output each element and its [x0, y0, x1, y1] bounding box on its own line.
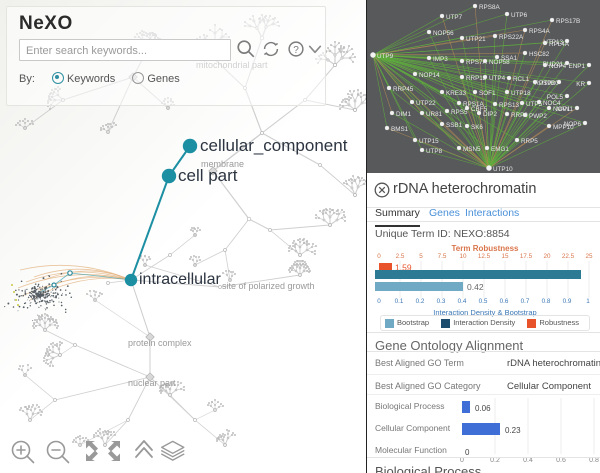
svg-text:NOP14: NOP14 — [419, 72, 440, 79]
svg-text:MSN5: MSN5 — [463, 146, 481, 153]
svg-text:17.5: 17.5 — [520, 253, 533, 260]
svg-text:BMS1: BMS1 — [391, 126, 409, 133]
svg-text:SOF1: SOF1 — [479, 90, 496, 97]
svg-text:UTP4: UTP4 — [489, 75, 506, 82]
svg-text:UTP9: UTP9 — [377, 53, 394, 60]
svg-text:KR: KR — [576, 81, 585, 88]
svg-text:Biological Process: Biological Process — [375, 401, 444, 411]
svg-text:0.23: 0.23 — [505, 426, 521, 435]
svg-text:RRP9: RRP9 — [511, 112, 528, 119]
svg-text:0.7: 0.7 — [521, 298, 530, 305]
svg-text:0.6: 0.6 — [556, 457, 566, 464]
svg-text:22.5: 22.5 — [562, 253, 575, 260]
svg-text:RRP5: RRP5 — [521, 138, 538, 145]
svg-text:0.3: 0.3 — [437, 298, 446, 305]
svg-text:0.4: 0.4 — [458, 298, 467, 305]
svg-text:PWP2: PWP2 — [529, 113, 547, 120]
svg-text:0.4: 0.4 — [523, 457, 533, 464]
svg-text:EMG1: EMG1 — [491, 146, 509, 153]
svg-text:1: 1 — [586, 298, 590, 305]
svg-text:0: 0 — [460, 457, 464, 464]
svg-text:HSC82: HSC82 — [529, 51, 550, 58]
svg-text:RPS7A: RPS7A — [466, 59, 487, 66]
svg-text:UTP15: UTP15 — [419, 138, 439, 145]
svg-text:RPS22A: RPS22A — [499, 34, 524, 41]
svg-text:12.5: 12.5 — [478, 253, 491, 260]
svg-text:UTP13: UTP13 — [543, 39, 563, 46]
svg-text:0.1: 0.1 — [395, 298, 404, 305]
svg-text:RPS9B: RPS9B — [534, 80, 555, 87]
svg-text:0.8: 0.8 — [589, 457, 599, 464]
svg-text:7.5: 7.5 — [438, 253, 447, 260]
svg-text:UTP22: UTP22 — [416, 100, 436, 107]
svg-text:UTP21: UTP21 — [466, 36, 486, 43]
svg-text:0.5: 0.5 — [479, 298, 488, 305]
svg-text:0: 0 — [465, 448, 470, 457]
svg-text:20: 20 — [543, 253, 551, 260]
svg-text:0.2: 0.2 — [416, 298, 425, 305]
svg-text:RRP45: RRP45 — [393, 86, 414, 93]
svg-text:10: 10 — [459, 253, 467, 260]
svg-text:0.8: 0.8 — [542, 298, 551, 305]
svg-text:15: 15 — [501, 253, 509, 260]
svg-text:2.5: 2.5 — [396, 253, 405, 260]
svg-text:0.2: 0.2 — [490, 457, 500, 464]
svg-text:0: 0 — [377, 298, 381, 305]
svg-text:RPS13: RPS13 — [499, 102, 519, 109]
svg-text:RPS8A: RPS8A — [479, 4, 500, 11]
svg-text:0.42: 0.42 — [467, 282, 484, 292]
svg-text:0: 0 — [377, 253, 381, 260]
svg-text:RCL1: RCL1 — [513, 76, 530, 83]
svg-text:SSA1: SSA1 — [501, 55, 518, 62]
svg-text:DIM1: DIM1 — [396, 111, 412, 118]
svg-text:RPS17B: RPS17B — [556, 18, 580, 25]
svg-text:5: 5 — [419, 253, 423, 260]
svg-text:0.9: 0.9 — [563, 298, 572, 305]
svg-text:SSB1: SSB1 — [446, 122, 463, 129]
svg-text:BUD21: BUD21 — [543, 61, 564, 68]
svg-text:UTP10: UTP10 — [493, 166, 513, 173]
svg-text:Cellular Component: Cellular Component — [375, 423, 451, 433]
svg-text:0.6: 0.6 — [500, 298, 509, 305]
svg-text:25: 25 — [585, 253, 593, 260]
svg-text:UTP5: UTP5 — [526, 101, 543, 108]
svg-text:UTP6: UTP6 — [511, 12, 528, 19]
svg-text:UTP18: UTP18 — [511, 90, 531, 97]
svg-text:RRP12: RRP12 — [466, 75, 487, 82]
svg-text:DIP2: DIP2 — [483, 111, 497, 118]
svg-text:UTP7: UTP7 — [446, 14, 463, 21]
svg-text:NOP6: NOP6 — [564, 121, 582, 128]
svg-text:IMP3: IMP3 — [433, 56, 448, 63]
svg-text:RPS4A: RPS4A — [529, 28, 550, 35]
svg-text:UTP8: UTP8 — [426, 148, 443, 155]
svg-text:RPS5: RPS5 — [451, 109, 468, 116]
svg-text:KRE33: KRE33 — [446, 90, 466, 97]
svg-text:?: ? — [293, 45, 299, 56]
svg-text:ENP1: ENP1 — [569, 63, 586, 70]
svg-text:NOP56: NOP56 — [433, 30, 454, 37]
svg-text:0.06: 0.06 — [475, 404, 491, 413]
svg-text:SK6: SK6 — [471, 124, 483, 131]
svg-text:Molecular Function: Molecular Function — [375, 445, 447, 455]
svg-text:NAN1: NAN1 — [556, 106, 573, 113]
svg-text:UR81: UR81 — [426, 111, 443, 118]
